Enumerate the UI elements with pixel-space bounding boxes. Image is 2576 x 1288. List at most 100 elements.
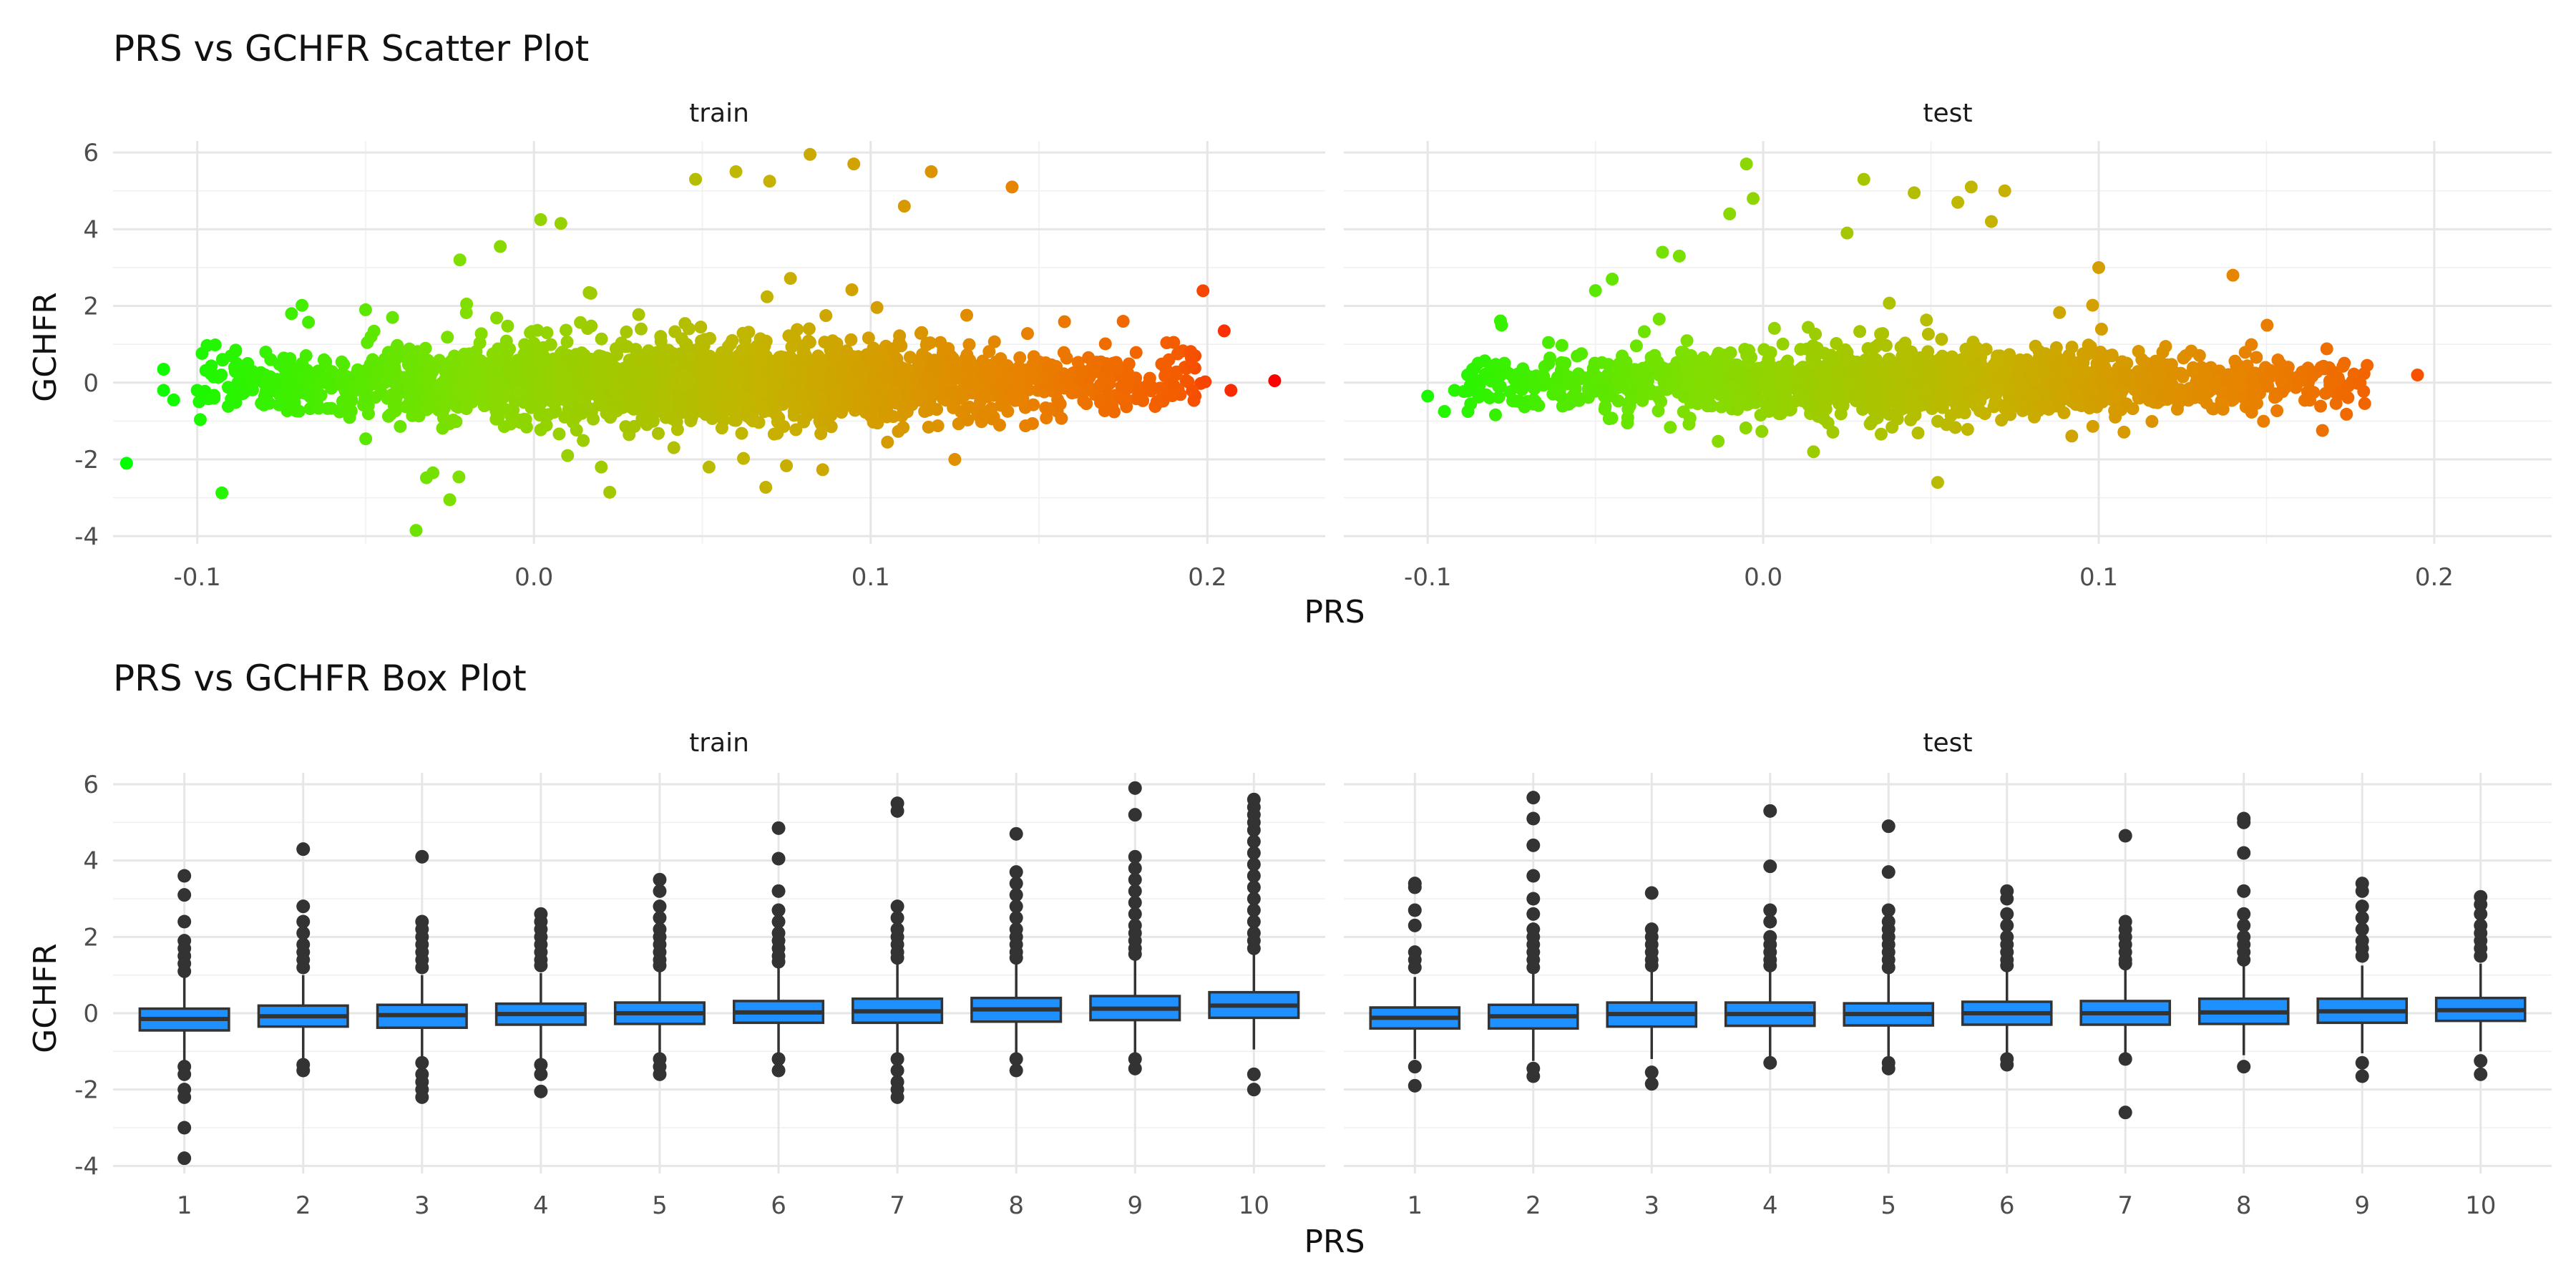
boxplot-outlier bbox=[1407, 1078, 1422, 1093]
scatter-point-train bbox=[1027, 398, 1040, 411]
scatter-point-test bbox=[2226, 268, 2240, 282]
scatter-point-train bbox=[1075, 364, 1089, 378]
scatter-point-train bbox=[1162, 353, 1176, 366]
boxplot-y-tick-label: 6 bbox=[83, 771, 99, 799]
scatter-point-train bbox=[489, 358, 502, 371]
scatter-point-train bbox=[685, 411, 698, 424]
boxplot-outlier bbox=[1246, 1067, 1261, 1081]
boxplot-box-train-9 bbox=[1089, 781, 1181, 1075]
scatter-point-train bbox=[501, 319, 514, 333]
scatter-point-test bbox=[1695, 367, 1709, 381]
scatter-point-train bbox=[654, 330, 668, 343]
scatter-point-train bbox=[367, 324, 381, 338]
boxplot-outlier bbox=[2000, 892, 2014, 906]
boxplot-outlier bbox=[296, 914, 311, 929]
scatter-point-test bbox=[1883, 352, 1896, 366]
scatter-y-tick-label: -4 bbox=[74, 522, 99, 551]
scatter-point-train bbox=[287, 401, 301, 415]
scatter-point-train bbox=[1184, 351, 1198, 365]
scatter-point-train bbox=[449, 356, 462, 369]
boxplot-outlier bbox=[177, 1151, 192, 1166]
scatter-point-train bbox=[697, 385, 711, 399]
boxplot-outlier bbox=[653, 1067, 667, 1081]
scatter-point-train bbox=[866, 405, 879, 419]
scatter-point-test bbox=[1798, 365, 1812, 379]
scatter-point-train bbox=[760, 290, 774, 303]
scatter-point-test bbox=[2036, 399, 2049, 412]
scatter-point-test bbox=[1605, 411, 1619, 425]
scatter-point-train bbox=[1167, 379, 1181, 392]
scatter-point-test bbox=[2411, 369, 2424, 382]
scatter-point-train bbox=[617, 370, 630, 384]
scatter-point-train bbox=[582, 286, 596, 299]
scatter-point-train bbox=[963, 400, 977, 414]
boxplot-outlier bbox=[1009, 899, 1023, 914]
scatter-point-train bbox=[814, 427, 828, 441]
boxplot-outlier bbox=[534, 958, 548, 972]
scatter-point-test bbox=[1616, 378, 1629, 391]
scatter-point-test bbox=[2021, 402, 2035, 416]
scatter-point-train bbox=[192, 395, 206, 409]
boxplot-outlier bbox=[2237, 846, 2251, 860]
scatter-point-train bbox=[382, 359, 396, 373]
scatter-point-train bbox=[409, 524, 423, 537]
scatter-point-train bbox=[663, 396, 677, 410]
scatter-point-test bbox=[2053, 306, 2067, 319]
scatter-point-train bbox=[866, 374, 879, 388]
scatter-point-train bbox=[870, 301, 884, 314]
boxplot-outlier bbox=[177, 1067, 192, 1081]
boxplot-y-tick-label: 0 bbox=[83, 1000, 99, 1028]
scatter-point-test bbox=[1883, 296, 1896, 310]
scatter-point-test bbox=[1629, 339, 1643, 353]
scatter-point-train bbox=[459, 381, 472, 394]
scatter-point-train bbox=[522, 364, 536, 377]
scatter-point-test bbox=[1674, 346, 1688, 359]
scatter-point-train bbox=[1060, 351, 1073, 365]
scatter-point-train bbox=[897, 421, 910, 434]
scatter-point-train bbox=[359, 432, 373, 446]
scatter-point-train bbox=[1055, 411, 1068, 425]
scatter-point-train bbox=[919, 338, 933, 352]
scatter-point-train bbox=[1129, 346, 1143, 359]
boxplot-outlier bbox=[2355, 911, 2369, 925]
scatter-point-train bbox=[540, 326, 554, 340]
scatter-point-test bbox=[1884, 371, 1898, 385]
scatter-point-test bbox=[2092, 353, 2106, 366]
scatter-point-test bbox=[1438, 405, 1451, 419]
scatter-point-test bbox=[1493, 369, 1507, 383]
scatter-point-train bbox=[273, 398, 286, 411]
scatter-point-train bbox=[1217, 324, 1231, 338]
scatter-point-train bbox=[746, 411, 759, 425]
scatter-point-train bbox=[1019, 419, 1033, 433]
boxplot-outlier bbox=[1009, 888, 1023, 902]
scatter-point-train bbox=[582, 374, 596, 387]
boxplot-outlier bbox=[1128, 895, 1142, 909]
scatter-point-test bbox=[1931, 476, 1944, 489]
boxplot-outlier bbox=[415, 1055, 429, 1070]
scatter-point-train bbox=[788, 400, 801, 414]
scatter-point-train bbox=[439, 358, 452, 372]
scatter-point-train bbox=[336, 367, 349, 381]
boxplot-outlier bbox=[177, 869, 192, 883]
scatter-point-train bbox=[899, 378, 912, 391]
scatter-point-test bbox=[2238, 346, 2252, 359]
boxplot-outlier bbox=[2237, 907, 2251, 921]
scatter-point-train bbox=[449, 415, 463, 429]
scatter-point-train bbox=[890, 352, 904, 366]
scatter-point-train bbox=[628, 366, 642, 379]
scatter-point-test bbox=[1682, 417, 1696, 431]
scatter-point-train bbox=[651, 426, 665, 440]
boxplot-x-axis-title: PRS bbox=[1304, 1224, 1365, 1260]
scatter-point-train bbox=[336, 399, 350, 412]
scatter-point-test bbox=[1670, 356, 1684, 369]
scatter-point-train bbox=[298, 370, 312, 384]
scatter-point-train bbox=[730, 366, 743, 380]
boxplot-y-tick-label: -2 bbox=[74, 1076, 99, 1105]
scatter-point-test bbox=[1874, 427, 1888, 441]
boxplot-outlier bbox=[1526, 892, 1541, 906]
scatter-point-train bbox=[554, 217, 567, 230]
scatter-point-test bbox=[2099, 366, 2113, 379]
scatter-point-train bbox=[629, 343, 643, 356]
boxplot-outlier bbox=[2000, 1058, 2014, 1072]
scatter-point-train bbox=[1113, 391, 1127, 404]
